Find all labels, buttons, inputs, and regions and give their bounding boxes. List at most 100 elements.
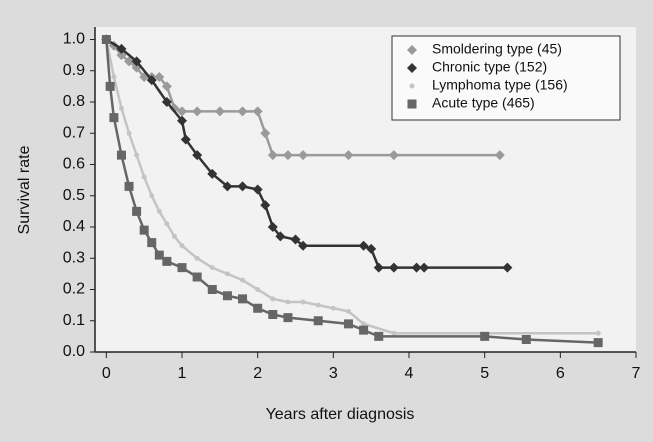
data-point <box>118 105 124 111</box>
data-point <box>147 238 157 248</box>
data-point <box>169 103 180 114</box>
x-axis-label: Years after diagnosis <box>266 406 415 423</box>
data-point <box>192 272 202 282</box>
x-tick-label: 7 <box>632 365 641 382</box>
data-point <box>238 294 248 304</box>
legend-label: Smoldering type (45) <box>432 41 562 57</box>
data-point <box>283 313 293 323</box>
data-point <box>494 150 505 161</box>
data-point <box>268 310 278 319</box>
y-axis-label: Survival rate <box>16 145 33 234</box>
data-point <box>101 35 111 44</box>
data-point <box>388 262 399 273</box>
data-point <box>146 75 157 86</box>
data-point <box>252 106 263 117</box>
y-tick-label: 0.1 <box>63 312 85 329</box>
data-point <box>154 72 165 82</box>
legend-marker <box>409 83 415 89</box>
data-point <box>502 262 513 273</box>
data-point <box>180 134 191 145</box>
series-line <box>105 38 500 157</box>
data-point <box>222 181 233 192</box>
data-point <box>132 206 142 216</box>
data-point <box>358 240 369 251</box>
y-tick-label: 0.5 <box>63 187 85 204</box>
data-point <box>285 299 291 305</box>
data-point <box>237 181 248 192</box>
data-point <box>126 130 132 136</box>
data-point <box>192 106 203 117</box>
data-point <box>164 221 170 227</box>
data-point <box>366 243 377 254</box>
y-tick-label: 0.9 <box>63 62 85 79</box>
data-point <box>374 331 384 341</box>
data-point <box>177 106 188 117</box>
data-point <box>252 184 263 195</box>
data-point <box>116 150 126 160</box>
y-tick-label: 1.0 <box>63 31 85 48</box>
data-point <box>134 152 140 158</box>
data-point <box>124 181 134 191</box>
data-point <box>214 106 225 117</box>
data-point <box>411 262 422 273</box>
data-point <box>361 321 367 327</box>
x-tick-label: 6 <box>556 365 565 382</box>
data-point <box>124 56 135 67</box>
data-point <box>116 43 127 54</box>
data-point <box>154 250 164 260</box>
data-point <box>177 263 187 273</box>
data-point <box>156 208 162 214</box>
data-point <box>330 305 336 311</box>
data-point <box>207 285 217 294</box>
data-point <box>105 81 115 91</box>
x-tick-label: 4 <box>405 365 414 382</box>
data-point <box>315 302 321 308</box>
data-point <box>109 113 119 123</box>
data-point <box>595 330 601 336</box>
x-tick-label: 2 <box>253 365 262 382</box>
data-point <box>194 255 200 261</box>
data-point <box>313 316 323 326</box>
data-point <box>209 265 215 271</box>
data-point <box>255 287 261 292</box>
data-point <box>270 296 276 302</box>
data-point <box>139 225 149 235</box>
data-point <box>282 150 293 161</box>
legend-label: Chronic type (152) <box>432 59 547 75</box>
legend-marker <box>407 99 417 109</box>
legend-marker <box>407 63 417 73</box>
data-point <box>391 330 397 336</box>
data-point <box>171 233 177 239</box>
legend-label: Lymphoma type (156) <box>432 77 568 93</box>
y-tick-label: 0.2 <box>63 281 85 298</box>
x-tick-label: 1 <box>178 365 187 382</box>
y-tick-label: 0.6 <box>63 156 85 173</box>
data-point <box>131 56 142 67</box>
data-point <box>521 335 531 344</box>
data-point <box>593 338 603 348</box>
data-point <box>373 262 384 273</box>
data-point <box>267 222 278 232</box>
data-point <box>298 150 309 161</box>
data-point <box>207 168 218 179</box>
x-tick-label: 0 <box>102 365 111 382</box>
data-point <box>162 256 172 266</box>
data-point <box>179 243 185 249</box>
data-point <box>480 331 490 341</box>
data-point <box>161 97 172 107</box>
data-point <box>298 240 309 251</box>
data-point <box>275 231 286 242</box>
data-point <box>290 234 301 245</box>
y-tick-label: 0.8 <box>63 93 85 110</box>
data-point <box>260 128 271 139</box>
data-point <box>161 81 172 92</box>
x-tick-label: 3 <box>329 365 338 382</box>
data-point <box>359 325 369 335</box>
data-point <box>253 303 263 313</box>
data-point <box>345 308 351 314</box>
y-tick-label: 0.0 <box>63 343 85 360</box>
legend: Smoldering type (45) Chronic type (152) Ly… <box>391 35 621 121</box>
data-point <box>149 193 155 199</box>
